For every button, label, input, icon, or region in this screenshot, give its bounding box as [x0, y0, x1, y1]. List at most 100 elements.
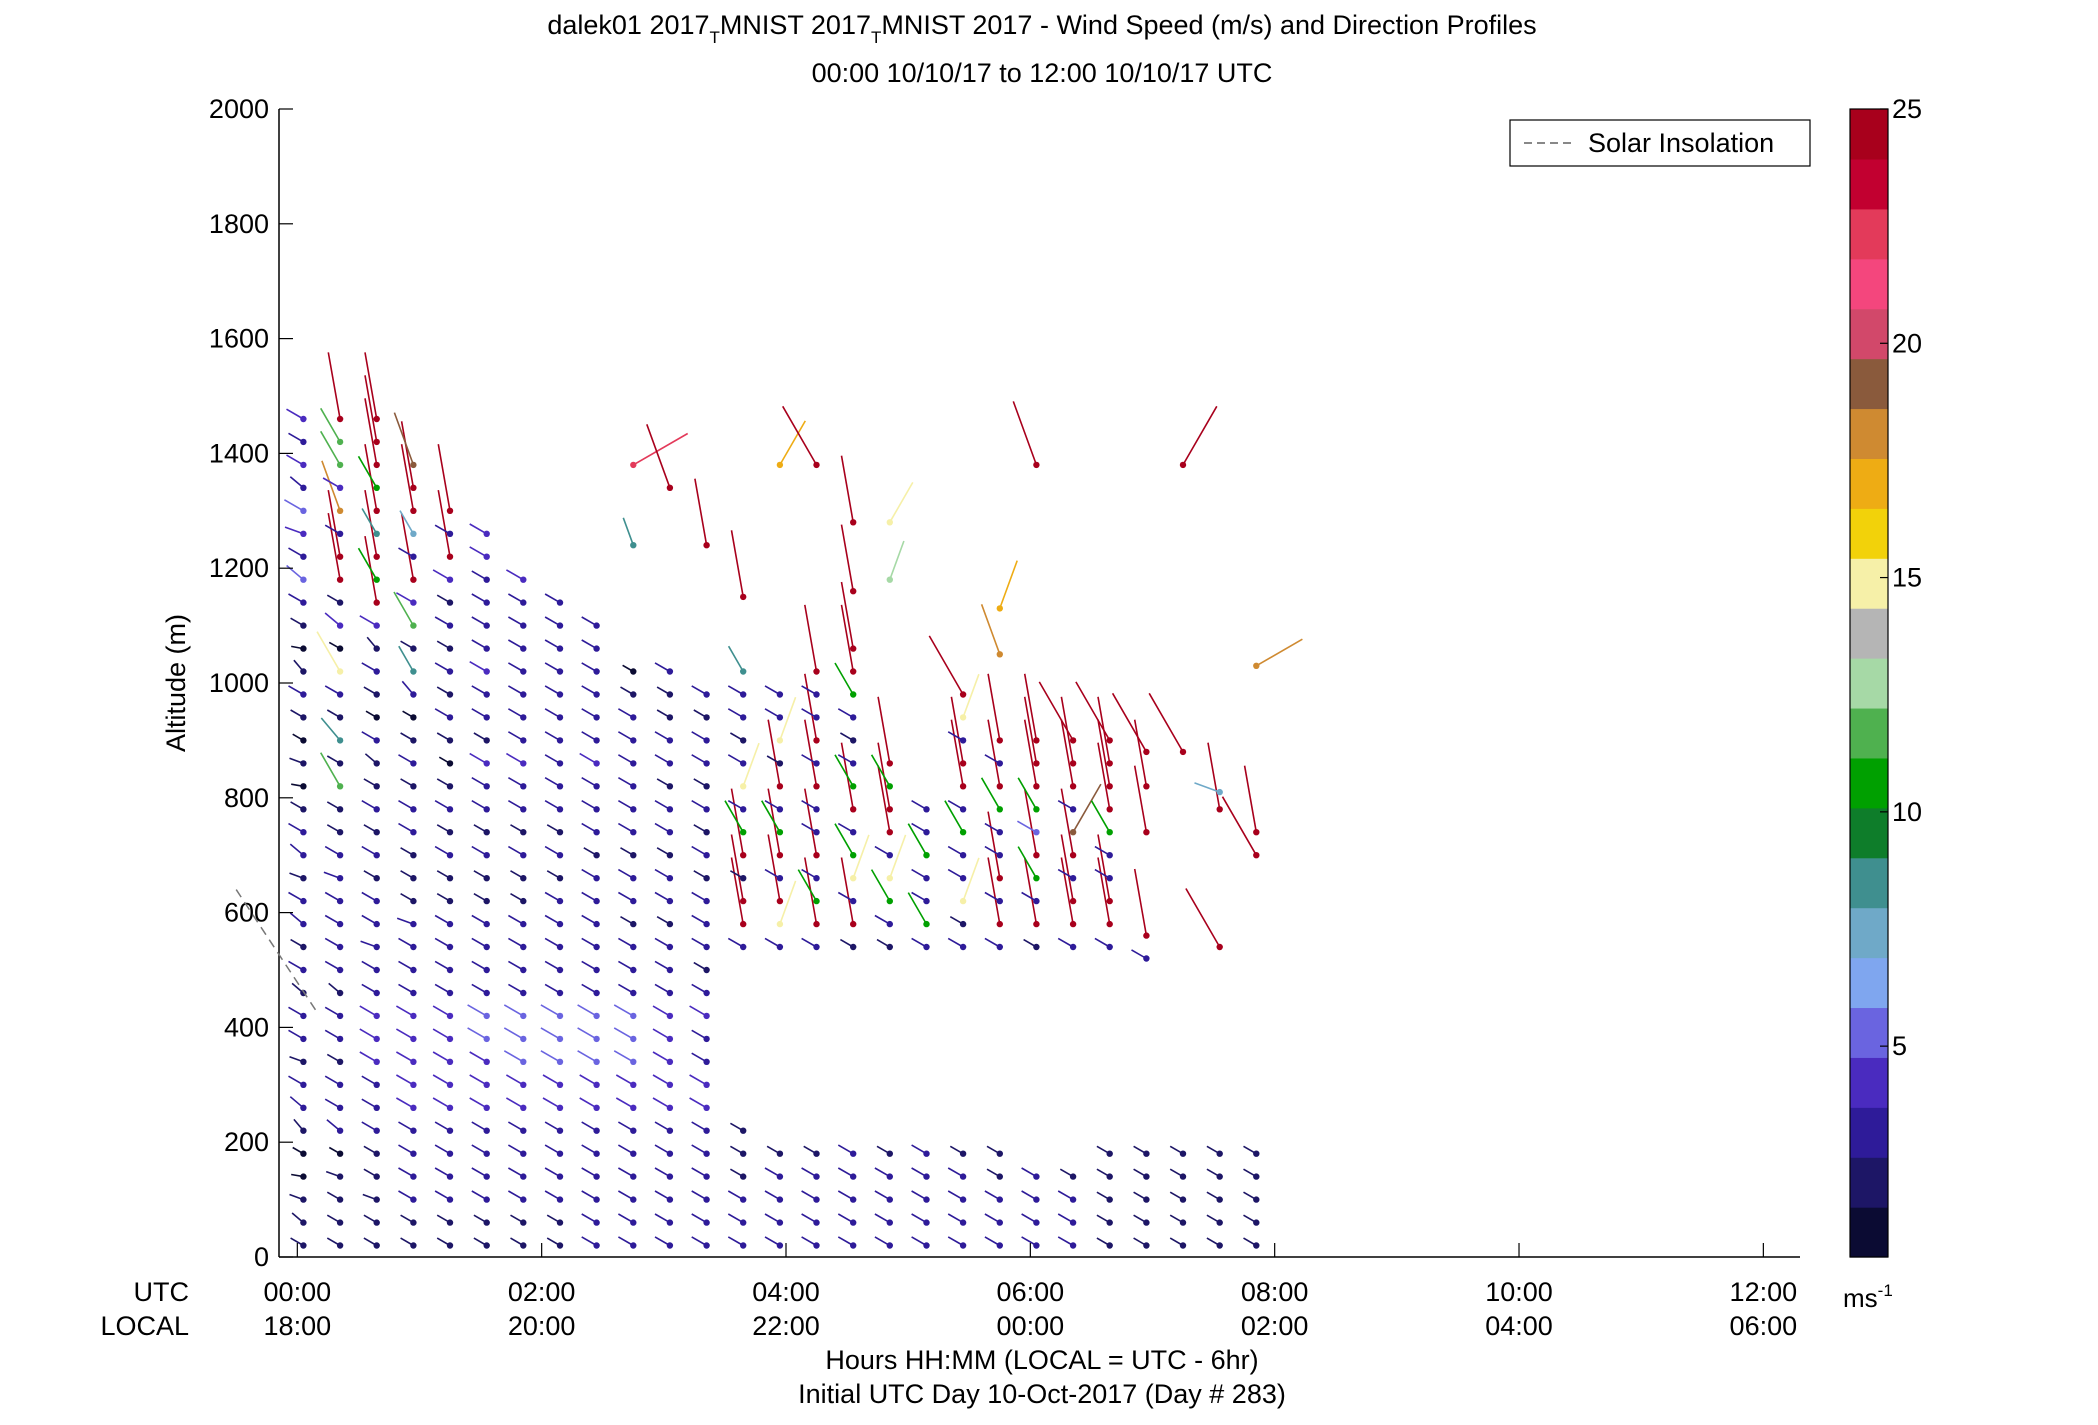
- wind-barb-dot: [446, 714, 454, 721]
- wind-barb-dot: [740, 1150, 747, 1157]
- wind-barb-dot: [813, 1196, 820, 1203]
- wind-barb-dot: [630, 461, 637, 469]
- wind-barb-dot: [593, 1127, 600, 1134]
- wind-barb-dot: [593, 737, 600, 744]
- wind-barb-dot: [373, 507, 380, 514]
- wind-barb-dot: [336, 943, 344, 951]
- wind-barb-dot: [446, 645, 454, 652]
- colorbar-segment: [1850, 308, 1888, 360]
- wind-barb-dot: [923, 875, 930, 882]
- colorbar-tick-label: 15: [1892, 563, 1922, 593]
- wind-barb-dot: [410, 1196, 417, 1203]
- wind-barb-dot: [1216, 788, 1223, 796]
- wind-barb-stem: [469, 1051, 488, 1063]
- wind-barb-dot: [1106, 920, 1113, 928]
- wind-barb-dot: [593, 760, 600, 767]
- wind-barb-dot: [593, 1035, 600, 1043]
- wind-barb-dot: [1069, 1196, 1077, 1203]
- wind-barb-dot: [813, 875, 820, 882]
- wind-barb-dot: [923, 1196, 930, 1203]
- wind-barb-dot: [703, 966, 710, 974]
- wind-barb-stem: [357, 455, 378, 489]
- wind-barb-dot: [1143, 1173, 1150, 1180]
- wind-barb-dot: [776, 760, 784, 767]
- wind-barb-dot: [776, 829, 784, 836]
- wind-barb-dot: [593, 966, 600, 974]
- colorbar-segment: [1850, 807, 1888, 859]
- wind-barb-dot: [483, 553, 490, 560]
- x-tick-label-local: 02:00: [1241, 1311, 1309, 1341]
- wind-barb-dot: [373, 668, 380, 675]
- wind-barb-dot: [1216, 1242, 1223, 1249]
- wind-barb-dot: [556, 714, 564, 721]
- colorbar-segment: [1850, 608, 1888, 659]
- wind-barb-dot: [373, 530, 380, 537]
- wind-barb-stem: [540, 1050, 561, 1063]
- wind-barb-dot: [959, 920, 967, 928]
- wind-barb-dot: [446, 852, 454, 859]
- wind-barb-dot: [959, 1196, 967, 1203]
- wind-barb-dot: [813, 920, 820, 928]
- wind-barb-stem: [962, 673, 980, 718]
- wind-barb-dot: [740, 943, 747, 951]
- wind-barb-dot: [776, 737, 784, 744]
- wind-barb-dot: [520, 645, 527, 652]
- wind-barb-dot: [850, 875, 857, 882]
- wind-barb-dot: [483, 714, 490, 721]
- wind-barb-stem: [1060, 719, 1074, 787]
- wind-barb-dot: [593, 1012, 600, 1020]
- wind-barb-dot: [776, 783, 784, 790]
- wind-barb-dot: [1179, 1196, 1187, 1203]
- solar-insolation-line: [235, 889, 317, 1011]
- wind-barb-dot: [1143, 955, 1150, 962]
- wind-barb-dot: [1143, 829, 1150, 836]
- legend-label: Solar Insolation: [1588, 128, 1774, 158]
- y-tick-label: 2000: [209, 94, 269, 124]
- wind-barb-stem: [503, 1004, 524, 1017]
- wind-barb-dot: [959, 875, 967, 882]
- wind-barb-stem: [577, 1027, 598, 1040]
- wind-barb-stem: [852, 834, 870, 879]
- wind-barb-dot: [483, 530, 490, 537]
- wind-barb-dot: [703, 989, 710, 997]
- wind-barb-dot: [373, 714, 380, 721]
- wind-barb-stem: [398, 645, 415, 672]
- wind-barb-dot: [300, 576, 307, 583]
- wind-barb-dot: [483, 645, 490, 652]
- wind-barb-dot: [446, 576, 454, 583]
- x-tick-label-utc: 10:00: [1485, 1277, 1553, 1307]
- wind-barb-dot: [410, 576, 417, 583]
- wind-barb-dot: [630, 1173, 637, 1180]
- wind-barb-dot: [483, 783, 490, 790]
- wind-barb-dot: [1253, 1173, 1260, 1180]
- wind-barb-stem: [469, 523, 488, 535]
- wind-barb-stem: [359, 1028, 378, 1040]
- wind-barb-dot: [483, 1196, 490, 1203]
- wind-barb-dot: [446, 1196, 454, 1203]
- wind-barb-stem: [840, 455, 854, 523]
- wind-barb-dot: [1069, 783, 1077, 790]
- wind-barb-dot: [1143, 748, 1150, 756]
- wind-barb-dot: [1143, 1150, 1150, 1157]
- wind-barb-stem: [1038, 681, 1074, 741]
- wind-barb-dot: [1143, 1242, 1150, 1249]
- wind-barb-dot: [556, 1242, 564, 1249]
- wind-barb-dot: [336, 1035, 344, 1043]
- wind-barb-dot: [410, 507, 417, 514]
- wind-barb-dot: [336, 438, 344, 446]
- wind-barb-dot: [1033, 461, 1040, 469]
- wind-barb-stem: [364, 375, 378, 443]
- wind-barb-dot: [630, 1150, 637, 1157]
- wind-barb-dot: [959, 1242, 967, 1249]
- wind-barb-dot: [923, 943, 930, 951]
- wind-barb-dot: [336, 1173, 344, 1180]
- wind-barb-stem: [804, 788, 818, 856]
- wind-barb-stem: [1185, 888, 1221, 948]
- wind-barb-dot: [336, 553, 344, 560]
- wind-barb-dot: [996, 943, 1003, 951]
- wind-barb-stem: [767, 834, 781, 902]
- wind-barb-dot: [410, 943, 417, 951]
- wind-barb-dot: [776, 691, 784, 698]
- wind-barb-dot: [556, 1058, 564, 1066]
- legend-box: Solar Insolation: [1509, 119, 1811, 167]
